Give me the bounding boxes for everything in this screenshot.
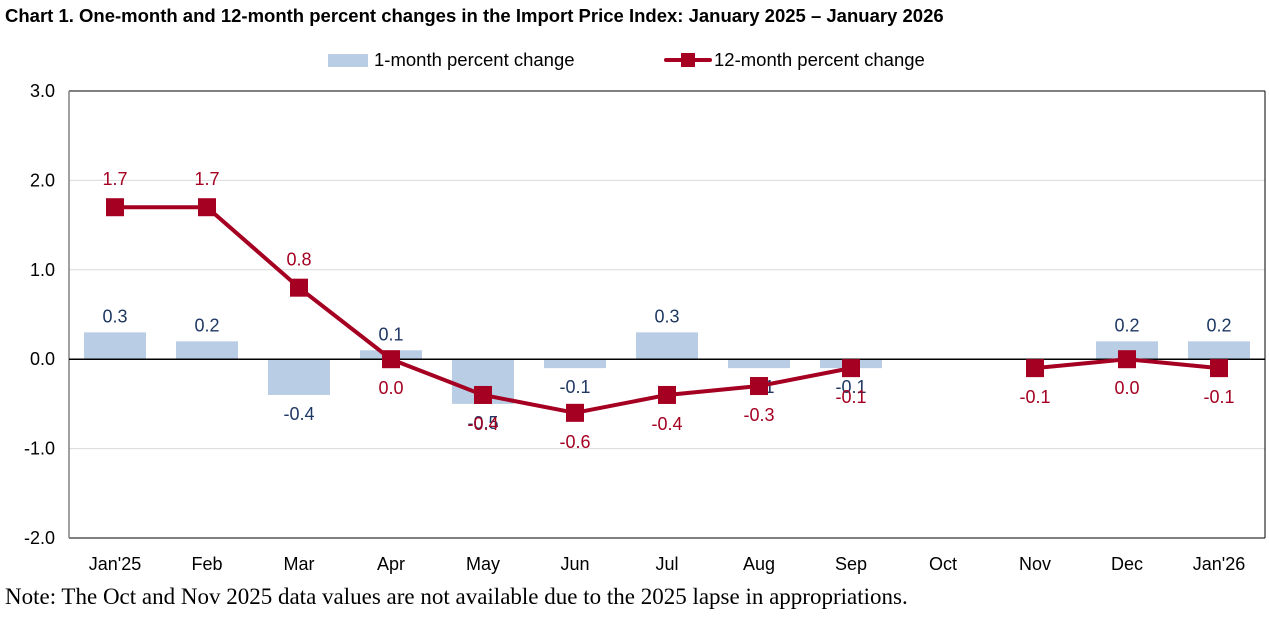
bar-1-month xyxy=(544,359,606,369)
line-data-label: -0.1 xyxy=(835,387,866,407)
line-marker-12-month xyxy=(1026,359,1044,378)
line-marker-12-month xyxy=(842,359,860,378)
line-marker-12-month xyxy=(198,198,216,217)
x-tick-label: Sep xyxy=(835,554,867,574)
x-tick-label: Jul xyxy=(655,554,678,574)
bar-data-label: -0.1 xyxy=(835,377,866,397)
line-data-label: 0.8 xyxy=(286,250,311,270)
bar-data-label: -0.4 xyxy=(283,404,314,424)
y-tick-label: 3.0 xyxy=(30,81,55,101)
legend-item-1-month: 1-month percent change xyxy=(328,47,575,73)
y-tick-label: -1.0 xyxy=(24,439,55,459)
bar-data-label: 0.2 xyxy=(1114,315,1139,335)
x-tick-label: Feb xyxy=(191,554,222,574)
bar-data-label: 0.2 xyxy=(194,315,219,335)
line-data-label: -0.6 xyxy=(559,432,590,452)
bar-1-month xyxy=(728,359,790,369)
line-marker-12-month xyxy=(1118,350,1136,369)
line-marker-12-month xyxy=(1210,359,1228,378)
bar-data-label: 0.3 xyxy=(654,306,679,326)
line-data-label: -0.3 xyxy=(743,405,774,425)
bar-data-label: -0.5 xyxy=(467,413,498,433)
x-tick-label: Apr xyxy=(377,554,405,574)
line-marker-12-month xyxy=(566,403,584,422)
line-data-label: -0.1 xyxy=(1203,387,1234,407)
line-marker-12-month xyxy=(750,377,768,396)
legend-item-12-month: 12-month percent change xyxy=(664,47,925,73)
y-tick-label: 1.0 xyxy=(30,260,55,280)
line-marker-12-month xyxy=(290,278,308,297)
bar-1-month xyxy=(268,359,330,395)
line-data-label: 1.7 xyxy=(194,169,219,189)
bar-1-month xyxy=(1188,341,1250,360)
legend-bar-swatch xyxy=(328,53,368,67)
legend-line-marker-swatch xyxy=(664,47,712,73)
chart-note: Note: The Oct and Nov 2025 data values a… xyxy=(5,584,908,609)
bar-data-label: 0.3 xyxy=(102,306,127,326)
x-tick-label: Oct xyxy=(929,554,957,574)
x-tick-label: Jan'26 xyxy=(1193,554,1245,574)
y-tick-label: 2.0 xyxy=(30,170,55,190)
x-tick-label: Jun xyxy=(560,554,589,574)
line-data-label: -0.4 xyxy=(467,414,498,434)
x-tick-label: Dec xyxy=(1111,554,1143,574)
line-data-label: 1.7 xyxy=(102,169,127,189)
line-marker-12-month xyxy=(106,198,124,217)
bar-data-label: -0.1 xyxy=(559,377,590,397)
legend-label-12-month: 12-month percent change xyxy=(714,49,925,70)
bar-1-month xyxy=(84,332,146,360)
line-marker-12-month xyxy=(382,350,400,369)
line-data-label: -0.1 xyxy=(1019,387,1050,407)
line-data-label: 0.0 xyxy=(1114,378,1139,398)
legend-label-1-month: 1-month percent change xyxy=(374,49,575,70)
x-tick-label: Nov xyxy=(1019,554,1051,574)
y-tick-label: 0.0 xyxy=(30,349,55,369)
line-marker-12-month xyxy=(474,385,492,404)
line-data-label: 0.0 xyxy=(378,378,403,398)
bar-1-month xyxy=(176,341,238,360)
bar-1-month xyxy=(636,332,698,360)
x-tick-label: May xyxy=(466,554,500,574)
line-data-label: -0.4 xyxy=(651,414,682,434)
bar-data-label: 0.2 xyxy=(1206,315,1231,335)
x-tick-label: Jan'25 xyxy=(89,554,141,574)
line-marker-12-month xyxy=(658,385,676,404)
y-tick-label: -2.0 xyxy=(24,528,55,548)
legend: 1-month percent change 12-month percent … xyxy=(0,47,1269,73)
x-tick-label: Aug xyxy=(743,554,775,574)
chart-title: Chart 1. One-month and 12-month percent … xyxy=(5,5,944,26)
x-tick-label: Mar xyxy=(284,554,315,574)
bar-data-label: 0.1 xyxy=(378,324,403,344)
